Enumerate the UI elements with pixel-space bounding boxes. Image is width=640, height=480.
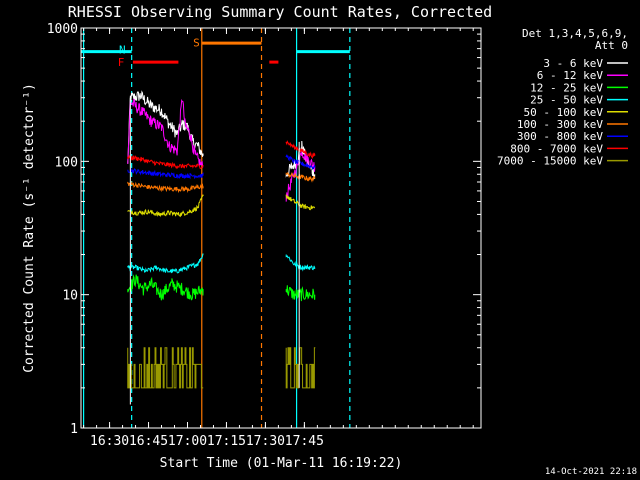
y-tick-label-0: 1 bbox=[70, 422, 78, 437]
series-line-2-seg2 bbox=[285, 285, 316, 302]
series-line-5-seg2 bbox=[285, 171, 316, 183]
plot-frame bbox=[80, 27, 482, 429]
series-line-8-seg1 bbox=[127, 347, 204, 389]
legend-header-0: Det 1,3,4,5,6,9, bbox=[522, 27, 628, 40]
series-4 bbox=[127, 194, 316, 218]
x-axis-label: Start Time (01-Mar-11 16:19:22) bbox=[160, 456, 403, 471]
legend-label-5: 100 - 300 keV bbox=[517, 118, 603, 131]
series-line-8-seg2 bbox=[285, 347, 316, 389]
legend-label-0: 3 - 6 keV bbox=[543, 57, 603, 70]
legend-label-7: 800 - 7000 keV bbox=[510, 142, 603, 155]
series-line-6-seg1 bbox=[127, 167, 204, 180]
legend-header-1: Att 0 bbox=[595, 39, 628, 52]
series-6 bbox=[127, 154, 316, 180]
series-line-0-seg1 bbox=[127, 90, 204, 164]
x-tick-label-0: 16:30 bbox=[90, 434, 129, 449]
legend-label-1: 6 - 12 keV bbox=[537, 69, 604, 82]
series-7 bbox=[127, 140, 316, 170]
series-line-7-seg1 bbox=[127, 154, 204, 170]
legend-label-4: 50 - 100 keV bbox=[524, 106, 604, 119]
footer-timestamp: 14-Oct-2021 22:18 bbox=[545, 467, 637, 477]
x-tick-label-3: 17:15 bbox=[207, 434, 246, 449]
annotation-n: N bbox=[119, 43, 126, 56]
y-tick-label-2: 100 bbox=[55, 155, 78, 170]
x-tick-label-1: 16:45 bbox=[129, 434, 168, 449]
series-line-3-seg2 bbox=[285, 254, 316, 272]
x-tick-label-2: 17:00 bbox=[168, 434, 207, 449]
legend-label-3: 25 - 50 keV bbox=[530, 94, 603, 107]
x-tick-label-5: 17:45 bbox=[285, 434, 324, 449]
series-5 bbox=[127, 171, 316, 194]
legend-label-8: 7000 - 15000 keV bbox=[497, 155, 603, 168]
series-line-3-seg1 bbox=[127, 253, 204, 274]
annotation-f: F bbox=[118, 56, 125, 69]
y-tick-label-3: 1000 bbox=[47, 22, 78, 37]
series-8 bbox=[127, 347, 316, 389]
annotation-s: S bbox=[193, 36, 200, 49]
legend-label-2: 12 - 25 keV bbox=[530, 81, 603, 94]
series-line-4-seg2 bbox=[285, 194, 316, 211]
y-axis-label: Corrected Count Rate (s⁻¹ detector⁻¹) bbox=[22, 83, 37, 373]
series-3 bbox=[127, 253, 316, 274]
plot-area: NF S bbox=[81, 28, 351, 428]
legend-label-6: 300 - 800 keV bbox=[517, 130, 603, 143]
y-tick-label-1: 10 bbox=[62, 289, 78, 304]
series-line-5-seg1 bbox=[127, 180, 204, 194]
chart-title: RHESSI Observing Summary Count Rates, Co… bbox=[68, 3, 492, 21]
series-line-6-seg2 bbox=[285, 154, 316, 171]
series-line-4-seg1 bbox=[127, 194, 204, 218]
axes: 16:30 16:45 17:00 17:15 17:30 17:45 1 10 100 1000… bbox=[22, 22, 482, 471]
series-line-1-seg1 bbox=[127, 98, 204, 168]
series-line-7-seg2 bbox=[285, 140, 316, 159]
series-2 bbox=[127, 274, 316, 302]
series-line-2-seg1 bbox=[127, 274, 204, 301]
x-tick-label-4: 17:30 bbox=[246, 434, 285, 449]
